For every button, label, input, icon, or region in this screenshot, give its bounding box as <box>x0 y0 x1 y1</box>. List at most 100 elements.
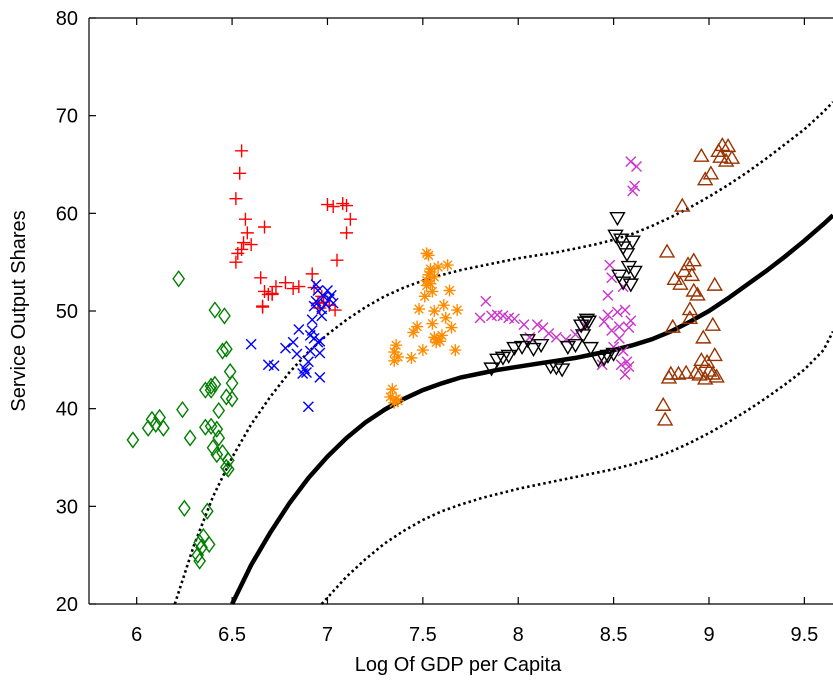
data-point <box>229 255 243 269</box>
data-point <box>340 226 354 240</box>
data-point <box>532 338 550 354</box>
data-point <box>191 546 205 564</box>
data-point <box>513 340 531 356</box>
data-point <box>598 316 610 328</box>
data-point <box>543 327 555 339</box>
x-tick-label: 7 <box>322 624 333 646</box>
data-point <box>696 171 714 186</box>
y-tick-label: 40 <box>56 399 78 421</box>
data-point <box>279 342 291 354</box>
data-point <box>572 319 590 334</box>
data-point <box>506 341 523 357</box>
data-point <box>278 276 292 290</box>
data-point <box>614 276 632 291</box>
data-point <box>434 335 447 348</box>
data-point <box>302 356 314 368</box>
data-point <box>238 212 252 226</box>
data-point <box>483 362 500 377</box>
data-point <box>293 324 305 336</box>
data-point <box>420 274 433 287</box>
data-point <box>432 261 445 274</box>
data-point <box>292 280 306 294</box>
data-point <box>314 371 326 383</box>
x-tick-label: 8.5 <box>600 624 628 646</box>
data-point <box>451 304 464 317</box>
data-point <box>218 307 231 325</box>
data-point <box>580 315 598 330</box>
data-point <box>388 354 401 367</box>
data-point <box>723 149 741 164</box>
y-tick-label: 80 <box>56 8 78 30</box>
data-point <box>449 344 462 357</box>
data-point <box>291 348 303 360</box>
confidence-band-line <box>320 330 833 605</box>
data-point <box>219 458 233 476</box>
data-point <box>695 329 712 344</box>
data-point <box>193 552 207 570</box>
data-point <box>343 212 357 226</box>
data-point <box>388 396 401 409</box>
data-point <box>178 499 191 517</box>
data-point <box>216 342 229 360</box>
data-point <box>569 328 581 340</box>
data-point <box>582 341 599 357</box>
data-point <box>422 268 435 281</box>
data-point <box>258 220 272 234</box>
data-point <box>574 329 592 344</box>
data-point <box>407 326 420 339</box>
data-point <box>426 285 439 298</box>
data-point <box>200 502 214 520</box>
data-point <box>658 243 676 258</box>
y-tick-label: 70 <box>56 106 78 128</box>
data-point <box>310 279 322 291</box>
data-point <box>624 235 641 250</box>
data-point <box>604 259 616 271</box>
data-point <box>666 270 683 285</box>
data-point <box>704 365 722 380</box>
data-point <box>411 320 424 333</box>
data-point <box>321 284 333 296</box>
data-point <box>300 367 312 379</box>
data-point <box>518 319 530 331</box>
data-point <box>689 286 706 301</box>
data-point <box>619 368 631 380</box>
data-point <box>416 344 429 357</box>
data-point <box>708 368 725 383</box>
data-point <box>326 199 340 213</box>
x-tick-label: 9 <box>703 624 714 646</box>
data-point <box>626 265 643 280</box>
data-point <box>428 270 441 283</box>
data-point <box>656 411 674 426</box>
data-point <box>304 345 316 357</box>
data-point <box>611 269 628 284</box>
data-point <box>712 148 729 163</box>
data-point <box>172 270 186 288</box>
data-point <box>435 329 448 342</box>
data-point <box>443 284 456 297</box>
data-point <box>622 278 640 293</box>
data-point <box>675 263 693 278</box>
data-point <box>693 147 710 162</box>
data-point <box>268 360 280 372</box>
data-point <box>286 282 300 296</box>
x-axis-label: Log Of GDP per Capita <box>355 654 562 676</box>
data-point <box>439 311 452 324</box>
y-tick-label: 60 <box>56 203 78 225</box>
data-point <box>418 290 431 303</box>
data-point <box>613 332 625 344</box>
data-point <box>424 265 437 278</box>
data-point <box>183 429 197 447</box>
data-point <box>193 533 207 552</box>
data-point <box>330 253 344 267</box>
data-point <box>480 295 492 307</box>
data-point <box>388 346 401 359</box>
data-point <box>618 248 636 263</box>
x-tick-label: 6 <box>131 624 142 646</box>
y-tick-label: 50 <box>56 301 78 323</box>
data-point <box>390 339 403 352</box>
data-point <box>706 276 723 291</box>
data-point <box>700 362 718 377</box>
data-point <box>426 317 439 330</box>
data-point <box>302 401 314 413</box>
